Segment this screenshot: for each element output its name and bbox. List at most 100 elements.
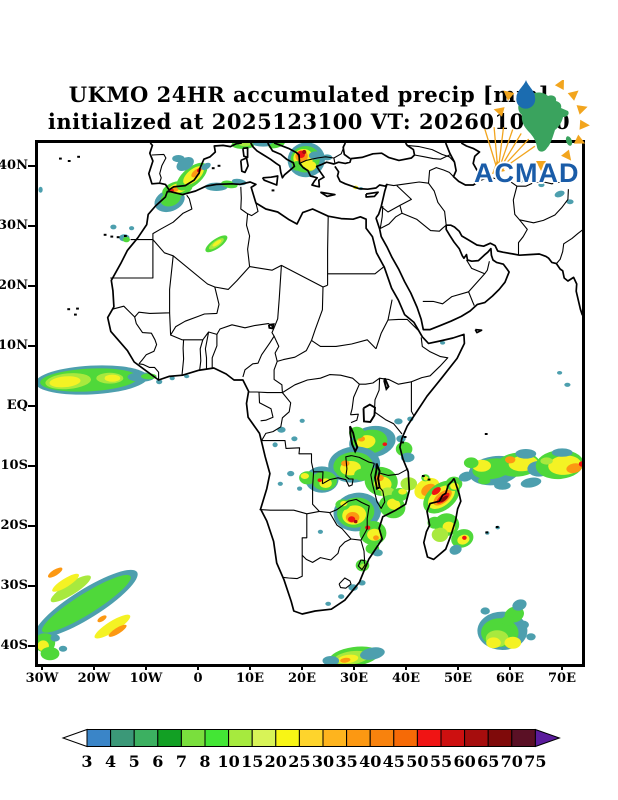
sun-ray-triangle-icon [576,105,588,115]
colorbar-cell [298,729,324,747]
lon-tick-label: 30W [25,671,59,686]
acmad-logo-art [484,80,590,174]
colorbar-under-arrow [61,728,88,748]
island-dot [67,308,71,311]
sun-ray-triangle-icon [493,107,505,117]
country-border [357,559,366,571]
precip-cell [322,656,340,664]
sun-ray-triangle-icon [573,134,586,144]
precip-cell [304,161,317,171]
lon-tick [41,664,43,670]
island-dot [485,531,489,534]
acmad-wordmark: ACMAD [474,158,580,188]
country-border [299,156,336,164]
island-dot [59,157,62,160]
lon-tick-label: 10W [129,671,163,686]
precip-cell [387,498,401,510]
africa-silhouette-icon [518,92,569,152]
precip-cell [462,535,467,540]
colorbar-tick-label: 65 [477,752,499,771]
country-border [338,577,352,589]
country-border [322,455,354,487]
precip-cell [440,341,446,345]
lake-outline [349,425,359,454]
colorbar-tick-label: 10 [217,752,239,771]
lon-tick-label: 30E [340,671,368,686]
country-border [401,212,447,232]
lon-tick-label: 20W [77,671,111,686]
lon-tick [145,664,147,670]
precip-cell [449,544,462,555]
country-border [199,339,204,370]
colorbar-cell [416,729,442,747]
country-border [519,189,569,224]
colorbar-cell [275,729,300,747]
sun-ray-triangle-icon [561,149,572,161]
colorbar-cell [464,729,489,747]
precip-cell [41,574,131,633]
country-border [387,318,419,331]
country-border [273,265,282,329]
precip-cell [348,516,356,523]
precip-cell [494,481,511,490]
country-border [370,463,386,509]
colorbar-cell [487,729,513,747]
precip-cell [517,620,529,629]
precip-cell [515,449,537,459]
precip-cell [538,182,545,188]
lon-tick-label: 20E [288,671,316,686]
lat-tick-label: 30S [0,578,28,593]
country-border [110,239,154,279]
country-border [351,455,375,464]
lat-tick [28,165,35,167]
precip-cell [398,488,407,495]
map-frame [35,140,585,667]
lat-tick-label: 20N [0,278,28,293]
country-border [311,339,377,350]
colorbar-tick-label: 25 [288,752,310,771]
lon-tick-label: 0 [193,671,203,686]
precip-cell [480,607,490,615]
precip-cell [40,647,60,661]
precip-cell [317,529,323,534]
colorbar-tick-label: 70 [501,752,523,771]
precip-cell [277,481,283,486]
country-border [240,186,251,267]
island-dot [484,433,488,435]
precip-cell [94,614,131,639]
colorbar-tick-label: 6 [152,752,163,771]
country-border [247,202,259,217]
precip-cell [52,573,80,592]
precip-cell [272,442,278,448]
colorbar-tick-label: 20 [265,752,287,771]
precip-cell [297,486,303,491]
country-border [204,331,210,369]
country-border [242,327,275,378]
island-dot [116,236,120,239]
country-border [329,512,352,540]
country-border [414,153,452,160]
colorbar-cell [511,729,536,747]
country-border [477,176,571,187]
islands-layer [59,155,499,534]
water-drop-icon [516,80,536,109]
precip-cell [478,477,491,485]
precip-cell [551,448,573,457]
colorbar-tick-label: 3 [81,752,92,771]
precip-cell [302,149,307,155]
precip-cell [287,470,295,477]
coastline [319,191,336,198]
lon-tick [405,664,407,670]
colorbar-cell [110,729,135,747]
colorbar-cell [133,729,159,747]
lon-tick [249,664,251,670]
colorbar-cell [393,729,418,747]
precip-cell [317,478,323,483]
colorbar-tick-label: 4 [105,752,116,771]
precip-cell [431,487,441,495]
chart-title: UKMO 24HR accumulated precip [mm] initia… [0,81,618,135]
country-border [468,261,490,293]
country-border [422,291,475,306]
precip-cell [554,190,565,198]
colorbar-cell [440,729,466,747]
